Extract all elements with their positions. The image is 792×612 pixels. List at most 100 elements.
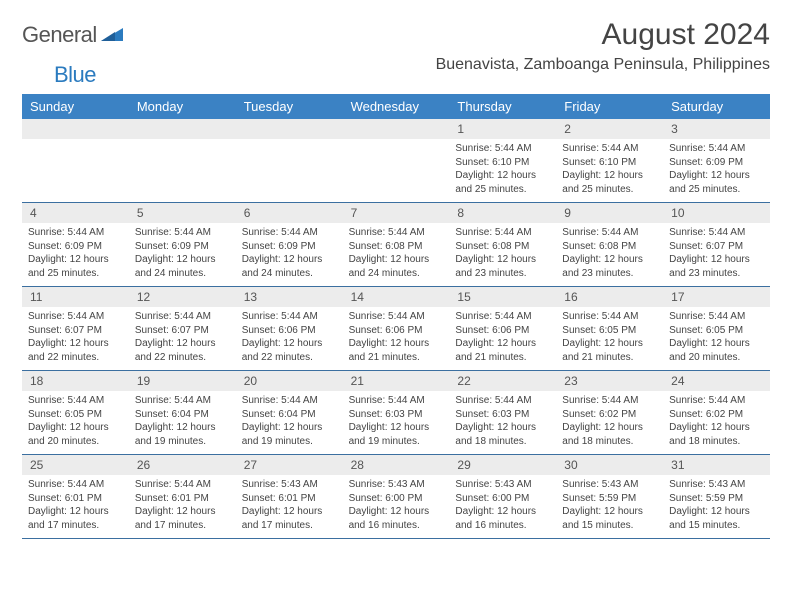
day-cell: 10Sunrise: 5:44 AMSunset: 6:07 PMDayligh… <box>663 203 770 286</box>
day-details: Sunrise: 5:44 AMSunset: 6:03 PMDaylight:… <box>343 391 450 454</box>
day-cell: 22Sunrise: 5:44 AMSunset: 6:03 PMDayligh… <box>449 371 556 454</box>
sunset-text: Sunset: 6:10 PM <box>562 156 657 170</box>
day-number: 6 <box>236 203 343 223</box>
day-cell: 14Sunrise: 5:44 AMSunset: 6:06 PMDayligh… <box>343 287 450 370</box>
day-details: Sunrise: 5:44 AMSunset: 6:06 PMDaylight:… <box>236 307 343 370</box>
daylight-text: Daylight: 12 hours and 15 minutes. <box>669 505 764 532</box>
daylight-text: Daylight: 12 hours and 20 minutes. <box>669 337 764 364</box>
day-cell: 18Sunrise: 5:44 AMSunset: 6:05 PMDayligh… <box>22 371 129 454</box>
day-details: Sunrise: 5:43 AMSunset: 6:00 PMDaylight:… <box>449 475 556 538</box>
sunset-text: Sunset: 6:09 PM <box>135 240 230 254</box>
day-number <box>236 119 343 139</box>
sunrise-text: Sunrise: 5:44 AM <box>562 394 657 408</box>
day-cell: 23Sunrise: 5:44 AMSunset: 6:02 PMDayligh… <box>556 371 663 454</box>
sunrise-text: Sunrise: 5:44 AM <box>562 226 657 240</box>
day-number <box>129 119 236 139</box>
day-details: Sunrise: 5:44 AMSunset: 6:10 PMDaylight:… <box>449 139 556 202</box>
day-cell <box>343 119 450 202</box>
day-cell <box>236 119 343 202</box>
day-number <box>343 119 450 139</box>
daylight-text: Daylight: 12 hours and 23 minutes. <box>669 253 764 280</box>
day-cell: 27Sunrise: 5:43 AMSunset: 6:01 PMDayligh… <box>236 455 343 538</box>
sunrise-text: Sunrise: 5:44 AM <box>669 226 764 240</box>
day-cell: 11Sunrise: 5:44 AMSunset: 6:07 PMDayligh… <box>22 287 129 370</box>
day-number: 2 <box>556 119 663 139</box>
day-cell: 17Sunrise: 5:44 AMSunset: 6:05 PMDayligh… <box>663 287 770 370</box>
day-details: Sunrise: 5:44 AMSunset: 6:04 PMDaylight:… <box>236 391 343 454</box>
weekday-header-row: Sunday Monday Tuesday Wednesday Thursday… <box>22 94 770 119</box>
sunset-text: Sunset: 6:00 PM <box>455 492 550 506</box>
daylight-text: Daylight: 12 hours and 21 minutes. <box>349 337 444 364</box>
daylight-text: Daylight: 12 hours and 20 minutes. <box>28 421 123 448</box>
sunset-text: Sunset: 6:10 PM <box>455 156 550 170</box>
sunrise-text: Sunrise: 5:43 AM <box>669 478 764 492</box>
sunrise-text: Sunrise: 5:44 AM <box>242 310 337 324</box>
sunrise-text: Sunrise: 5:44 AM <box>242 394 337 408</box>
day-cell: 25Sunrise: 5:44 AMSunset: 6:01 PMDayligh… <box>22 455 129 538</box>
sunset-text: Sunset: 6:08 PM <box>562 240 657 254</box>
day-cell: 9Sunrise: 5:44 AMSunset: 6:08 PMDaylight… <box>556 203 663 286</box>
day-number: 31 <box>663 455 770 475</box>
sunset-text: Sunset: 6:06 PM <box>455 324 550 338</box>
sunset-text: Sunset: 6:03 PM <box>455 408 550 422</box>
sunset-text: Sunset: 6:05 PM <box>562 324 657 338</box>
day-details: Sunrise: 5:44 AMSunset: 6:08 PMDaylight:… <box>556 223 663 286</box>
day-number: 14 <box>343 287 450 307</box>
sunset-text: Sunset: 6:07 PM <box>669 240 764 254</box>
sunset-text: Sunset: 6:08 PM <box>455 240 550 254</box>
sunset-text: Sunset: 6:00 PM <box>349 492 444 506</box>
day-number: 12 <box>129 287 236 307</box>
day-number: 19 <box>129 371 236 391</box>
daylight-text: Daylight: 12 hours and 25 minutes. <box>669 169 764 196</box>
daylight-text: Daylight: 12 hours and 24 minutes. <box>242 253 337 280</box>
sunrise-text: Sunrise: 5:44 AM <box>455 394 550 408</box>
weekday-header: Thursday <box>449 94 556 119</box>
daylight-text: Daylight: 12 hours and 25 minutes. <box>562 169 657 196</box>
day-cell: 19Sunrise: 5:44 AMSunset: 6:04 PMDayligh… <box>129 371 236 454</box>
day-details <box>129 139 236 199</box>
daylight-text: Daylight: 12 hours and 22 minutes. <box>135 337 230 364</box>
daylight-text: Daylight: 12 hours and 24 minutes. <box>135 253 230 280</box>
day-number: 10 <box>663 203 770 223</box>
day-details: Sunrise: 5:44 AMSunset: 6:07 PMDaylight:… <box>663 223 770 286</box>
sunrise-text: Sunrise: 5:44 AM <box>349 394 444 408</box>
day-number: 29 <box>449 455 556 475</box>
daylight-text: Daylight: 12 hours and 19 minutes. <box>349 421 444 448</box>
sunset-text: Sunset: 6:05 PM <box>669 324 764 338</box>
daylight-text: Daylight: 12 hours and 18 minutes. <box>562 421 657 448</box>
daylight-text: Daylight: 12 hours and 16 minutes. <box>455 505 550 532</box>
daylight-text: Daylight: 12 hours and 18 minutes. <box>455 421 550 448</box>
day-cell: 6Sunrise: 5:44 AMSunset: 6:09 PMDaylight… <box>236 203 343 286</box>
sunset-text: Sunset: 6:02 PM <box>562 408 657 422</box>
weekday-header: Wednesday <box>343 94 450 119</box>
day-cell: 15Sunrise: 5:44 AMSunset: 6:06 PMDayligh… <box>449 287 556 370</box>
day-cell: 1Sunrise: 5:44 AMSunset: 6:10 PMDaylight… <box>449 119 556 202</box>
sunrise-text: Sunrise: 5:44 AM <box>669 142 764 156</box>
week-row: 11 Sunrise: 5:44 AM Sunset: 6:07 PM Dayligh… <box>22 287 770 371</box>
day-cell: 12Sunrise: 5:44 AMSunset: 6:07 PMDayligh… <box>129 287 236 370</box>
daylight-text: Daylight: 12 hours and 17 minutes. <box>242 505 337 532</box>
sunrise-text: Sunrise: 5:43 AM <box>455 478 550 492</box>
sunrise-text: Sunrise: 5:44 AM <box>562 310 657 324</box>
week-row: 18Sunrise: 5:44 AMSunset: 6:05 PMDayligh… <box>22 371 770 455</box>
day-number: 18 <box>22 371 129 391</box>
day-details: Sunrise: 5:44 AMSunset: 6:09 PMDaylight:… <box>236 223 343 286</box>
daylight-text: Daylight: 12 hours and 24 minutes. <box>349 253 444 280</box>
sunset-text: Sunset: 6:02 PM <box>669 408 764 422</box>
sunset-text: Sunset: 6:07 PM <box>28 324 123 338</box>
day-cell: 24Sunrise: 5:44 AMSunset: 6:02 PMDayligh… <box>663 371 770 454</box>
sunset-text: Sunset: 6:01 PM <box>242 492 337 506</box>
day-details: Sunrise: 5:43 AMSunset: 6:00 PMDaylight:… <box>343 475 450 538</box>
sunrise-text: Sunrise: 5:43 AM <box>349 478 444 492</box>
logo-text-blue: Blue <box>54 62 96 87</box>
day-number: 11 <box>22 287 129 307</box>
day-number: 9 <box>556 203 663 223</box>
day-number: 13 <box>236 287 343 307</box>
day-cell: 21Sunrise: 5:44 AMSunset: 6:03 PMDayligh… <box>343 371 450 454</box>
daylight-text: Daylight: 12 hours and 17 minutes. <box>135 505 230 532</box>
sunset-text: Sunset: 6:09 PM <box>28 240 123 254</box>
day-number: 7 <box>343 203 450 223</box>
daylight-text: Daylight: 12 hours and 19 minutes. <box>242 421 337 448</box>
day-number: 3 <box>663 119 770 139</box>
daylight-text: Daylight: 12 hours and 18 minutes. <box>669 421 764 448</box>
